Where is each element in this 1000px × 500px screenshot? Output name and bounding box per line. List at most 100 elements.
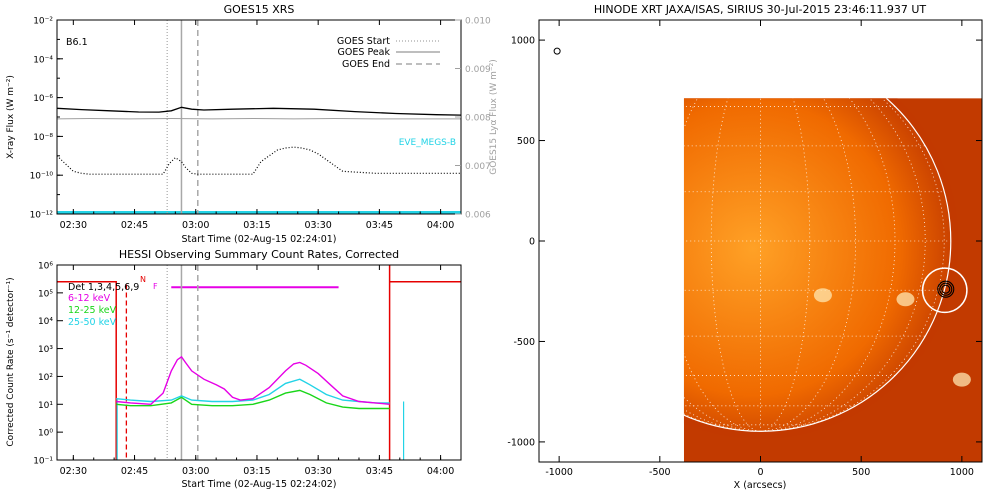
xrt-grid-longitude bbox=[760, 98, 896, 432]
xrt-x-tick-label: -1000 bbox=[545, 467, 573, 478]
goes-eve-band bbox=[57, 211, 461, 214]
hessi-legend-detectors: Det 1,3,4,5,6,9 bbox=[68, 282, 139, 293]
xrt-grid-longitude bbox=[760, 98, 811, 432]
hessi-marks bbox=[57, 265, 461, 460]
hessi-ylabel: Corrected Count Rate (s⁻¹ detector⁻¹) bbox=[6, 277, 16, 446]
goes-y-tick-label: 10⁻⁸ bbox=[33, 133, 53, 143]
goes-title: GOES15 XRS bbox=[224, 3, 295, 16]
xrt-y-tick-label: 1000 bbox=[511, 36, 535, 47]
xrt-flare-contour bbox=[939, 282, 953, 296]
goes-short-line bbox=[57, 146, 461, 175]
hessi-y-tick-label: 10⁴ bbox=[38, 317, 53, 327]
hessi-attenuator-right bbox=[388, 265, 461, 460]
goes-x-tick-label: 03:00 bbox=[182, 220, 209, 231]
goes-y-tick-label: 10⁻¹⁰ bbox=[30, 172, 54, 182]
hessi-series-6-12-keV bbox=[116, 355, 390, 406]
goes-legend-end: GOES End bbox=[342, 59, 390, 70]
xrt-flare-contour bbox=[937, 280, 955, 298]
goes-x-tick-label: 02:30 bbox=[60, 220, 87, 231]
hessi-y-tick-label: 10¹ bbox=[38, 401, 53, 411]
goes-y-tick-label: 10⁻² bbox=[33, 17, 53, 27]
xrt-flare-contour bbox=[941, 284, 951, 294]
hessi-legend-6-12: 6-12 keV bbox=[68, 293, 111, 304]
hessi-y-tick-label: 10⁶ bbox=[38, 262, 53, 272]
xrt-bright-point bbox=[952, 372, 971, 387]
goes-x-tick-label: 03:30 bbox=[304, 220, 331, 231]
xrt-y-tick-label: -500 bbox=[513, 337, 535, 348]
hessi-x-tick-label: 02:30 bbox=[60, 466, 87, 477]
xrt-x-tick-label: 0 bbox=[757, 467, 763, 478]
goes-legend-peak: GOES Peak bbox=[338, 47, 391, 58]
hessi-x-tick-label: 03:15 bbox=[243, 466, 270, 477]
xrt-y-axis: 1000 500 0 -500 -1000 bbox=[507, 36, 982, 448]
hessi-panel: HESSI Observing Summary Count Rates, Cor… bbox=[6, 248, 462, 490]
hessi-x-tick-label: 02:45 bbox=[121, 466, 148, 477]
hessi-x-tick-label: 03:00 bbox=[182, 466, 209, 477]
hessi-flag-f: F bbox=[153, 282, 158, 291]
hessi-x-tick-label: 03:45 bbox=[366, 466, 393, 477]
xrt-heliographic-grid bbox=[683, 98, 951, 432]
xrt-x-tick-label: -500 bbox=[649, 467, 671, 478]
xrt-small-circle-marker bbox=[553, 47, 561, 55]
goes-x-tick-label: 03:45 bbox=[366, 220, 393, 231]
hessi-x-axis: 02:30 02:45 03:00 03:15 03:30 03:45 04:00 bbox=[60, 265, 462, 477]
goes-y2label: GOES15 Lyα Flux (W m⁻²) bbox=[489, 59, 499, 175]
goes-legend: GOES Start GOES Peak GOES End bbox=[337, 36, 440, 70]
hessi-y-tick-label: 10⁵ bbox=[38, 289, 53, 299]
hessi-series-12-25-keV bbox=[116, 389, 390, 410]
hessi-y-tick-label: 10⁻¹ bbox=[33, 457, 53, 467]
goes-y-tick-label: 10⁻⁴ bbox=[33, 55, 53, 65]
goes-x-tick-label: 04:00 bbox=[427, 220, 454, 231]
hessi-attenuator-left bbox=[57, 280, 117, 460]
goes-x-axis: 02:30 02:45 03:00 03:15 03:30 03:45 04:00 bbox=[60, 20, 462, 231]
goes-x-tick-label: 02:45 bbox=[121, 220, 148, 231]
goes-legend-start: GOES Start bbox=[337, 36, 390, 47]
hessi-y-tick-label: 10³ bbox=[38, 345, 53, 355]
xrt-solar-disk bbox=[683, 98, 951, 432]
hessi-x-tick-label: 04:00 bbox=[427, 466, 454, 477]
xrt-solar-disk-group bbox=[683, 98, 971, 439]
hessi-flag-n: N bbox=[140, 275, 146, 284]
goes-marks bbox=[57, 20, 461, 214]
xrt-bright-point bbox=[896, 292, 915, 307]
xrt-y-tick-label: 500 bbox=[517, 136, 535, 147]
xrt-y-tick-label: 0 bbox=[529, 237, 535, 248]
hessi-y-tick-label: 10² bbox=[38, 373, 53, 383]
goes-y2-axis: 0.010 0.009 0.008 0.007 0.006 bbox=[455, 17, 491, 221]
goes-panel: GOES15 XRS 02:30 02:45 03:00 03:15 03:30 03:4… bbox=[6, 3, 499, 245]
xrt-x-tick-label: 1000 bbox=[950, 467, 974, 478]
goes-ylabel: X-ray Flux (W m⁻²) bbox=[6, 75, 16, 159]
hessi-legend: Det 1,3,4,5,6,9 6-12 keV 12-25 keV 25-50… bbox=[68, 282, 139, 328]
xrt-title: HINODE XRT JAXA/ISAS, SIRIUS 30-Jul-2015… bbox=[594, 3, 927, 16]
xrt-limb-circle bbox=[683, 98, 952, 432]
goes-x-tick-label: 03:15 bbox=[243, 220, 270, 231]
hessi-title: HESSI Observing Summary Count Rates, Cor… bbox=[119, 248, 399, 261]
xrt-panel: HINODE XRT JAXA/ISAS, SIRIUS 30-Jul-2015… bbox=[507, 3, 983, 491]
xrt-x-axis: -1000 -500 0 500 1000 bbox=[545, 20, 974, 478]
xrt-image bbox=[553, 47, 982, 462]
goes-y2-tick-label: 0.009 bbox=[465, 65, 491, 75]
xrt-target-circle bbox=[921, 267, 968, 314]
goes-y2-tick-label: 0.006 bbox=[465, 211, 491, 221]
goes-y2-tick-label: 0.010 bbox=[465, 17, 491, 27]
goes-y-tick-label: 10⁻¹² bbox=[30, 211, 54, 221]
xrt-xlabel: X (arcsecs) bbox=[734, 480, 787, 491]
goes-y2-tick-label: 0.008 bbox=[465, 114, 491, 124]
xrt-bright-point bbox=[813, 288, 832, 303]
hessi-plot-frame bbox=[56, 264, 462, 461]
goes-eve-label: EVE_MEGS-B bbox=[399, 138, 456, 148]
xrt-x-tick-label: 500 bbox=[852, 467, 870, 478]
goes-long-line bbox=[57, 106, 461, 116]
hessi-y-tick-label: 10⁰ bbox=[38, 429, 53, 439]
hessi-legend-12-25: 12-25 keV bbox=[68, 305, 117, 316]
xrt-y-tick-label: -1000 bbox=[507, 437, 535, 448]
xrt-grid-longitude bbox=[710, 98, 761, 432]
goes-flare-label: B6.1 bbox=[66, 37, 88, 48]
goes-y-axis: 10⁻² 10⁻⁴ 10⁻⁶ 10⁻⁸ 10⁻¹⁰ 10⁻¹² bbox=[30, 17, 63, 221]
goes-y2-tick-label: 0.007 bbox=[465, 162, 491, 172]
hessi-xlabel: Start Time (02-Aug-15 02:24:02) bbox=[182, 479, 337, 490]
goes-xlabel: Start Time (02-Aug-15 02:24:01) bbox=[182, 234, 337, 245]
goes-y-tick-label: 10⁻⁶ bbox=[33, 94, 53, 104]
hessi-x-tick-label: 03:30 bbox=[304, 466, 331, 477]
